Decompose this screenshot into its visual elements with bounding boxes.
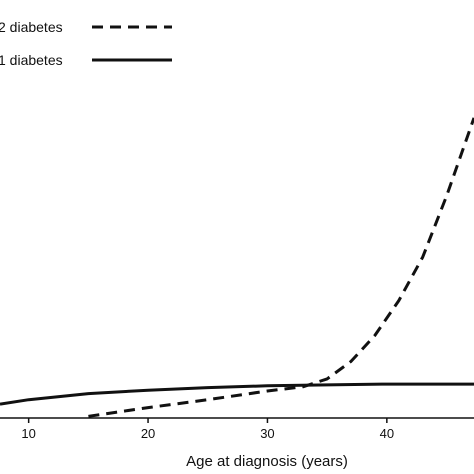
series-line-type-2 [88,117,474,418]
x-axis-title: Age at diagnosis (years) [186,453,348,470]
x-axis-ticks: 10 20 30 40 [21,418,394,441]
x-tick-label: 20 [141,426,155,441]
series-line-type-1 [0,382,474,406]
x-tick-label: 30 [260,426,274,441]
legend-label-type-2: 2 diabetes [0,19,63,35]
legend: 2 diabetes 1 diabetes [0,19,172,68]
legend-label-type-1: 1 diabetes [0,52,63,68]
plot-area [0,117,474,418]
x-tick-label: 10 [21,426,35,441]
x-tick-label: 40 [380,426,394,441]
